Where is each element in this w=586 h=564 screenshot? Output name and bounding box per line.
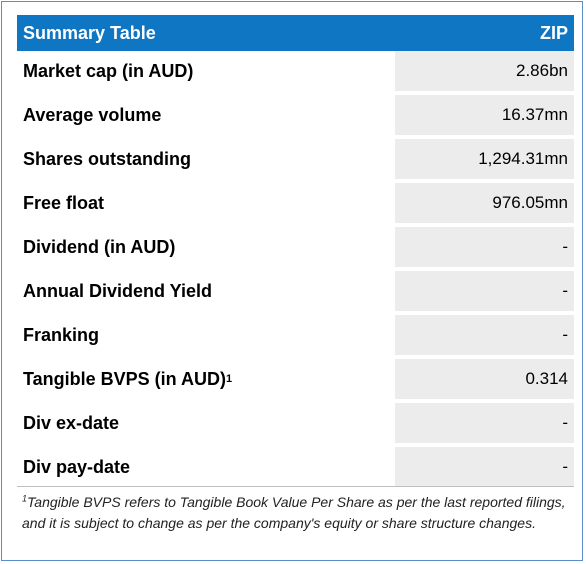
row-value: - bbox=[395, 271, 574, 311]
row-label: Dividend (in AUD) bbox=[23, 236, 176, 257]
row-value: 0.314 bbox=[395, 359, 574, 399]
row-value: 976.05mn bbox=[395, 183, 574, 223]
footnote-divider bbox=[17, 486, 574, 487]
row-label: Tangible BVPS (in AUD) 1 bbox=[23, 368, 233, 389]
row-value: - bbox=[395, 227, 574, 267]
ticker-symbol: ZIP bbox=[539, 22, 568, 43]
table-header: Summary Table ZIP bbox=[17, 15, 574, 51]
table-row-free-float: Free float 976.05mn bbox=[17, 183, 574, 227]
table-row-tangible-bvps: Tangible BVPS (in AUD) 1 0.314 bbox=[17, 359, 574, 403]
row-label: Annual Dividend Yield bbox=[23, 280, 213, 301]
row-value: 2.86bn bbox=[395, 51, 574, 91]
row-label-text: Tangible BVPS (in AUD) bbox=[23, 368, 227, 389]
table-title: Summary Table bbox=[23, 22, 156, 43]
row-value: - bbox=[395, 315, 574, 355]
table-row-average-volume: Average volume 16.37mn bbox=[17, 95, 574, 139]
table-row-div-ex-date: Div ex-date - bbox=[17, 403, 574, 447]
footnote-text: Tangible BVPS refers to Tangible Book Va… bbox=[22, 494, 566, 531]
row-label: Franking bbox=[23, 324, 100, 345]
table-row-annual-dividend-yield: Annual Dividend Yield - bbox=[17, 271, 574, 315]
row-label: Average volume bbox=[23, 104, 162, 125]
table-row-franking: Franking - bbox=[17, 315, 574, 359]
table-row-shares-outstanding: Shares outstanding 1,294.31mn bbox=[17, 139, 574, 183]
row-label: Shares outstanding bbox=[23, 148, 192, 169]
footnote: 1Tangible BVPS refers to Tangible Book V… bbox=[22, 492, 567, 534]
row-label: Div pay-date bbox=[23, 456, 131, 477]
table-row-div-pay-date: Div pay-date - bbox=[17, 447, 574, 491]
row-label: Free float bbox=[23, 192, 105, 213]
row-value: 1,294.31mn bbox=[395, 139, 574, 179]
row-value: - bbox=[395, 447, 574, 487]
row-value: - bbox=[395, 403, 574, 443]
row-label: Market cap (in AUD) bbox=[23, 60, 194, 81]
footnote-number: 1 bbox=[22, 493, 28, 504]
table-body: Market cap (in AUD) 2.86bn Average volum… bbox=[17, 51, 574, 491]
row-value: 16.37mn bbox=[395, 95, 574, 135]
table-row-market-cap: Market cap (in AUD) 2.86bn bbox=[17, 51, 574, 95]
row-label: Div ex-date bbox=[23, 412, 120, 433]
table-row-dividend: Dividend (in AUD) - bbox=[17, 227, 574, 271]
